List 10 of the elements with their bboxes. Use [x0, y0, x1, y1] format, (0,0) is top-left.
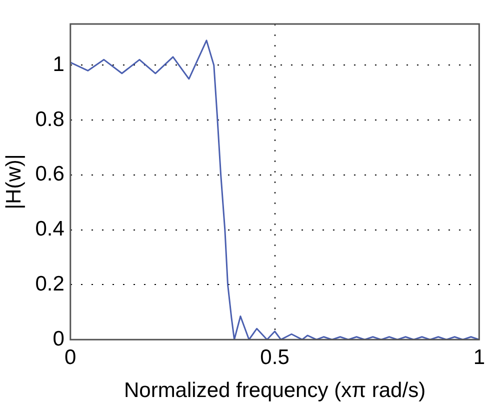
x-axis-title: Normalized frequency (xπ rad/s): [124, 379, 426, 402]
y-tick-label: 0.6: [35, 162, 64, 186]
y-axis-title: |H(w)|: [2, 154, 26, 210]
x-tick-label: 0.5: [260, 346, 290, 369]
y-tick-label: 0.8: [35, 108, 64, 131]
y-tick-label: 1: [52, 52, 64, 76]
x-tick-label: 1: [473, 346, 486, 369]
y-tick-label: 0.4: [35, 218, 65, 241]
y-tick-label: 0: [52, 327, 64, 350]
y-tick-label: 0.2: [35, 272, 64, 296]
